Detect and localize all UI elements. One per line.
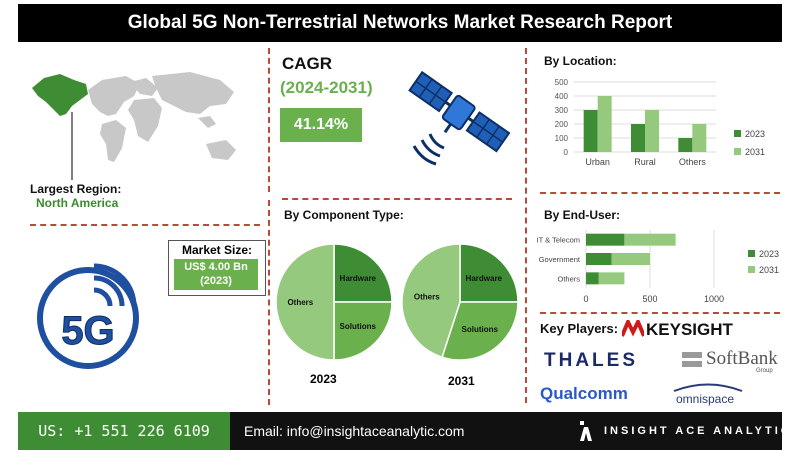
5g-logo-icon: 5G	[37, 263, 139, 369]
bar-2031-rural	[645, 110, 659, 152]
divider	[268, 200, 270, 405]
keysight-logo-icon	[622, 320, 644, 337]
y-tick-label: Government	[539, 255, 581, 264]
bar-2023	[586, 272, 599, 285]
y-tick-label: 200	[555, 120, 569, 129]
y-tick-label: 300	[555, 106, 569, 115]
pie-slice-others	[275, 243, 335, 361]
cagr-period: (2024-2031)	[280, 78, 373, 97]
omnispace-logo: omnispace	[676, 392, 735, 406]
pie-slice-hardware	[333, 243, 393, 303]
x-tick-label: 1000	[704, 294, 724, 304]
divider	[268, 48, 270, 192]
cagr-value: 41.14%	[280, 108, 362, 142]
pie-chart-2031: Hardware Solutions Others	[401, 243, 519, 361]
footer-phone[interactable]: US: +1 551 226 6109	[18, 412, 230, 450]
footer-email[interactable]: Email: info@insightaceanalytic.com	[244, 423, 465, 439]
bar-2023	[586, 253, 612, 265]
x-tick-label: 0	[583, 294, 588, 304]
y-tick-label: 100	[555, 134, 569, 143]
softbank-logo: SoftBank	[706, 348, 778, 369]
divider	[282, 198, 512, 200]
bar-2031-urban	[597, 96, 612, 152]
softbank-logo-icon	[682, 352, 702, 367]
pie-year-2031: 2031	[448, 374, 475, 388]
pie-label: Solutions	[462, 325, 499, 334]
location-chart-title: By Location:	[544, 54, 617, 68]
pie-chart-2023: Hardware Solutions Others	[275, 243, 393, 361]
legend-label: 2031	[745, 147, 765, 157]
legend-label: 2023	[759, 249, 779, 259]
bar-2031	[611, 253, 650, 265]
legend-swatch	[748, 266, 755, 273]
y-tick-label: 500	[555, 78, 569, 87]
bar-2023-others	[678, 138, 693, 152]
y-tick-label: Others	[557, 274, 580, 283]
y-tick-label: 0	[564, 148, 569, 157]
market-size-label: Market Size:	[181, 243, 253, 257]
divider	[540, 312, 780, 314]
market-size-year: (2023)	[200, 275, 232, 287]
thales-logo: THALES	[544, 350, 638, 371]
legend-swatch	[734, 130, 741, 137]
market-size-amount: US$ 4.00 Bn	[184, 261, 248, 273]
enduser-chart: 0 500 1000 IT & Telecom Government Others 2023…	[537, 230, 779, 304]
page-title: Global 5G Non-Terrestrial Networks Marke…	[18, 4, 782, 42]
bar-2023-urban	[583, 110, 598, 152]
market-size-value: US$ 4.00 Bn (2023)	[174, 259, 258, 290]
x-tick-label: Rural	[634, 157, 656, 167]
market-size-box	[168, 240, 266, 296]
legend-label: 2023	[745, 129, 765, 139]
5g-logo-text: 5G	[61, 309, 114, 353]
world-map	[32, 72, 236, 180]
divider	[525, 48, 527, 403]
bar-2023	[586, 233, 625, 246]
x-tick-label: Urban	[585, 157, 610, 167]
pie-label: Others	[414, 293, 440, 302]
divider	[540, 192, 780, 194]
component-chart-title: By Component Type:	[284, 208, 404, 222]
x-tick-label: Others	[679, 157, 707, 167]
pie-label: Solutions	[340, 322, 377, 331]
pie-label: Others	[287, 298, 313, 307]
legend-swatch	[734, 148, 741, 155]
y-tick-label: 400	[555, 92, 569, 101]
north-america-highlight	[32, 74, 88, 116]
legend-label: 2031	[759, 265, 779, 275]
keysight-logo: KEYSIGHT	[646, 320, 733, 339]
pie-label: Hardware	[466, 274, 503, 283]
region-value: North America	[36, 196, 119, 210]
pie-slice-hardware	[459, 243, 519, 303]
pie-slice-solutions	[333, 301, 393, 361]
bar-2031	[598, 272, 625, 285]
location-chart: 0 100 200 300 400 500 Urban Rural Others 2023 2031	[555, 78, 765, 167]
region-label: Largest Region:	[30, 182, 122, 196]
bar-2023-rural	[631, 124, 645, 152]
cagr-label: CAGR	[282, 54, 333, 73]
footer-brand: INSIGHT ACE ANALYTIC	[604, 425, 792, 437]
bar-2031-others	[692, 124, 707, 152]
omnispace-logo-icon	[673, 383, 743, 392]
satellite-icon	[408, 70, 511, 166]
qualcomm-logo: Qualcomm	[540, 384, 628, 403]
y-tick-label: IT & Telecom	[537, 236, 581, 245]
pie-year-2023: 2023	[310, 372, 337, 386]
pie-slice-others	[401, 243, 461, 359]
bar-2031	[624, 233, 676, 246]
divider	[30, 224, 260, 226]
insightace-logo-icon	[580, 421, 592, 441]
softbank-group-text: Group	[756, 368, 773, 374]
x-tick-label: 500	[642, 294, 657, 304]
legend-swatch	[748, 250, 755, 257]
pie-slice-solutions	[441, 301, 519, 361]
key-players-label: Key Players:	[540, 321, 619, 336]
enduser-chart-title: By End-User:	[544, 208, 621, 222]
pie-label: Hardware	[340, 274, 377, 283]
